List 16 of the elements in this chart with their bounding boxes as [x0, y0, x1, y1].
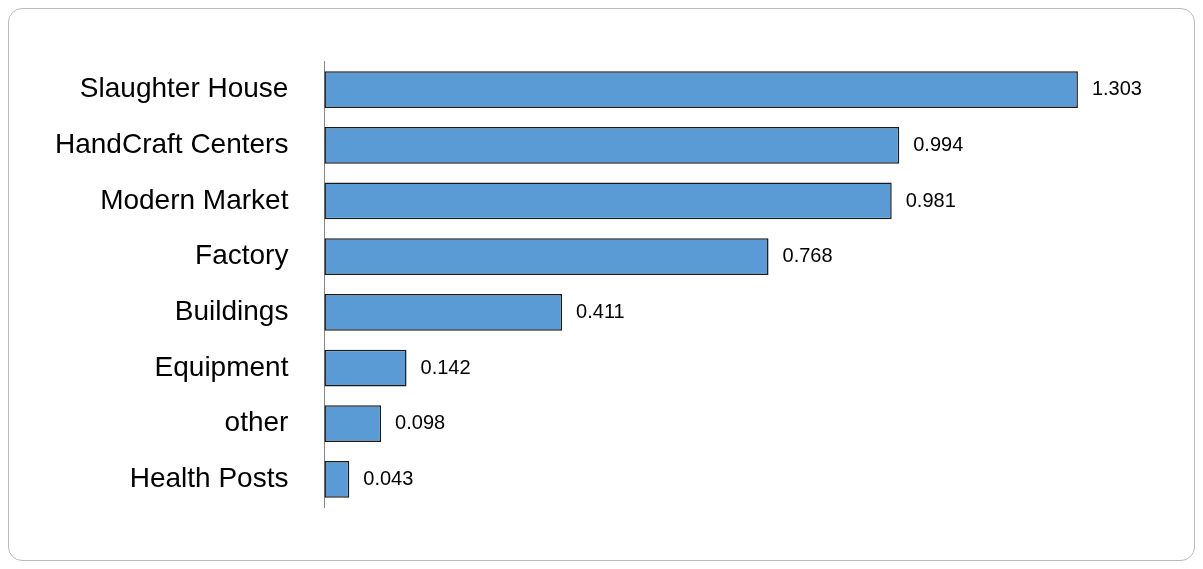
- y-tick-label: Slaughter House: [79, 72, 289, 104]
- y-tick-label: other: [224, 406, 289, 438]
- data-label: 0.768: [782, 244, 833, 267]
- data-label: 0.043: [363, 466, 414, 489]
- y-tick-label: Health Posts: [129, 462, 289, 494]
- y-tick-label: Equipment: [154, 350, 289, 382]
- data-label: 0.142: [420, 355, 471, 378]
- data-label: 0.994: [913, 132, 964, 155]
- data-label: 1.303: [1091, 77, 1142, 100]
- data-label: 0.411: [576, 299, 625, 322]
- data-label: 0.098: [395, 411, 446, 434]
- y-tick-label: Modern Market: [100, 183, 289, 215]
- y-tick-label: Factory: [195, 239, 289, 271]
- y-tick-label: HandCraft Centers: [55, 128, 289, 160]
- data-label: 0.981: [905, 188, 956, 211]
- y-tick-label: Buildings: [174, 295, 289, 327]
